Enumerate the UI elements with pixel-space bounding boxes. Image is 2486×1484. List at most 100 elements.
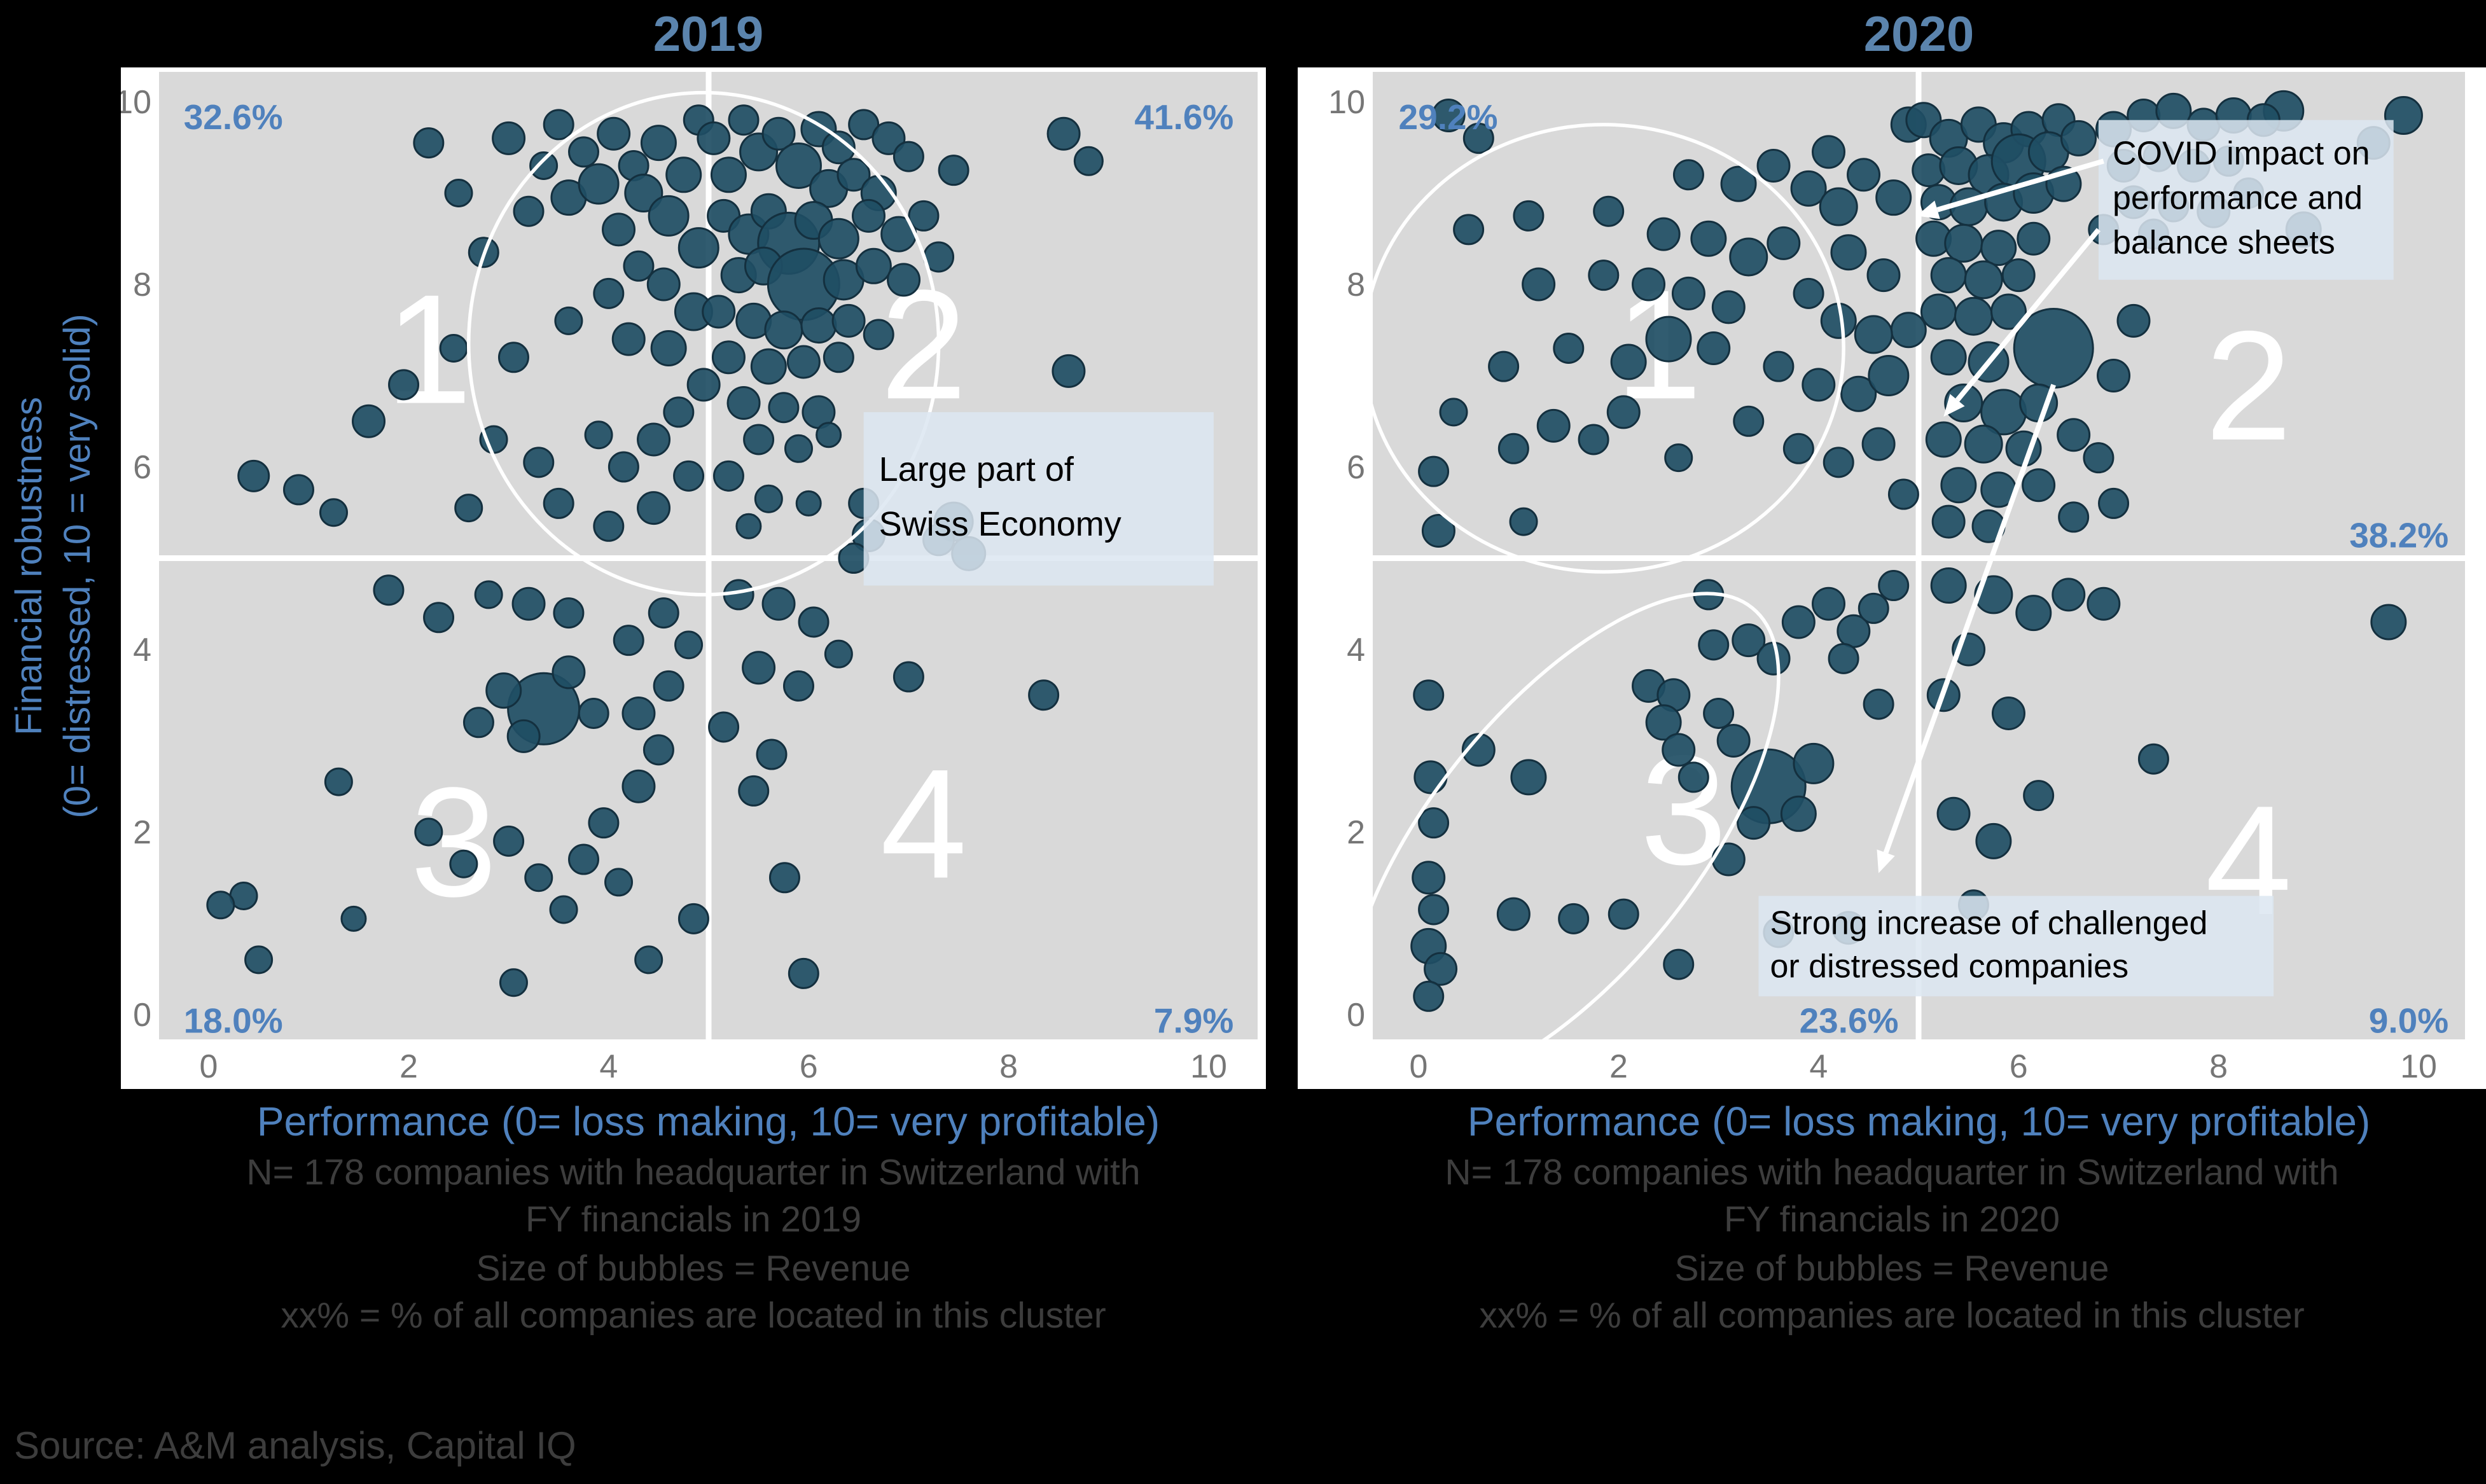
company-bubble <box>624 174 663 212</box>
company-bubble <box>686 368 721 402</box>
company-bubble <box>1732 623 1766 658</box>
company-bubble <box>887 263 921 297</box>
company-bubble <box>319 498 348 527</box>
company-bubble <box>1645 316 1692 363</box>
company-bubble <box>1431 99 1466 133</box>
company-bubble <box>1703 697 1735 729</box>
company-bubble <box>1663 948 1695 980</box>
arrow-head <box>1943 394 1965 417</box>
company-bubble <box>206 891 235 920</box>
company-bubble <box>1954 296 1993 336</box>
company-bubble <box>863 319 894 350</box>
company-bubble <box>602 212 636 247</box>
company-bubble <box>497 342 529 373</box>
company-bubble <box>492 121 526 155</box>
company-bubble <box>712 460 744 492</box>
company-bubble <box>1671 276 1705 310</box>
company-bubble <box>786 345 821 379</box>
company-bubble <box>1756 641 1791 676</box>
company-bubble <box>1793 742 1835 784</box>
company-bubble <box>604 868 634 897</box>
company-bubble <box>2087 586 2121 621</box>
company-bubble <box>764 310 803 350</box>
company-bubble <box>523 447 555 478</box>
company-bubble <box>1509 507 1538 536</box>
company-bubble <box>1861 427 1896 461</box>
annotation-box <box>863 412 1214 586</box>
y-tick-label: 0 <box>1347 997 1365 1034</box>
company-bubble <box>588 807 620 839</box>
company-bubble <box>1930 257 1967 294</box>
company-bubble <box>1920 293 1957 330</box>
company-bubble <box>892 661 924 693</box>
company-bubble <box>821 130 856 165</box>
company-bubble <box>1802 368 1836 402</box>
company-bubble <box>1781 605 1816 639</box>
company-bubble <box>750 348 787 385</box>
caption-2019-line3: Size of bubbles = Revenue <box>476 1248 911 1289</box>
company-bubble <box>1763 350 1795 382</box>
company-bubble <box>454 494 483 523</box>
y-tick-label: 4 <box>1347 632 1365 669</box>
company-bubble <box>1608 898 1639 930</box>
company-bubble <box>710 156 747 193</box>
y-tick-label: 6 <box>1347 449 1365 486</box>
company-bubble <box>1944 223 1983 263</box>
company-bubble <box>1439 398 1468 427</box>
company-bubble <box>499 968 528 997</box>
company-bubble <box>244 945 274 974</box>
company-bubble <box>673 460 705 492</box>
company-bubble <box>2022 468 2056 503</box>
company-bubble <box>1782 433 1814 464</box>
x-tick-label: 0 <box>1410 1048 1428 1085</box>
arrow-line <box>1883 384 2056 854</box>
x-tick-label: 2 <box>399 1048 418 1085</box>
company-bubble <box>1931 504 1966 539</box>
company-bubble <box>677 227 719 269</box>
company-bubble <box>653 670 684 702</box>
y-tick-label: 6 <box>133 449 151 486</box>
company-bubble <box>439 333 468 363</box>
company-bubble <box>761 116 796 151</box>
x-axis-title-2019: Performance (0= loss making, 10= very pr… <box>256 1099 1160 1144</box>
company-bubble <box>543 487 574 519</box>
company-bubble <box>1828 642 1859 674</box>
company-bubble <box>597 116 631 151</box>
company-bubble <box>754 484 783 513</box>
arrow-head <box>1877 849 1895 873</box>
company-bubble <box>1645 704 1682 741</box>
cluster-percentage-label: 29.2% <box>1399 97 1498 137</box>
quadrant-divider-horizontal <box>159 555 1258 561</box>
company-bubble <box>1513 200 1545 232</box>
company-bubble <box>1780 795 1817 832</box>
caption-2019-line2: FY financials in 2019 <box>525 1199 862 1240</box>
company-bubble <box>485 672 522 709</box>
company-bubble <box>1690 220 1727 257</box>
y-tick-label: 2 <box>1347 814 1365 851</box>
company-bubble <box>768 862 800 894</box>
company-bubble <box>831 303 866 338</box>
company-bubble <box>1593 195 1625 227</box>
company-bubble <box>1588 260 1620 291</box>
company-bubble <box>568 136 599 168</box>
company-bubble <box>388 369 420 401</box>
company-bubble <box>816 422 842 448</box>
caption-2019-line1: N= 178 companies with headquarter in Swi… <box>246 1152 1141 1193</box>
company-bubble <box>2052 578 2086 612</box>
company-bubble <box>1462 122 1494 154</box>
y-axis-title: Financial robustness (0= distressed, 10 … <box>5 248 107 884</box>
company-bubble <box>474 580 503 609</box>
annotation-text: Large part of <box>879 450 1074 489</box>
company-bubble <box>1940 467 1977 504</box>
cluster-percentage-label: 41.6% <box>1134 97 1233 137</box>
caption-2020-line3: Size of bubbles = Revenue <box>1674 1248 2109 1289</box>
company-bubble <box>1028 679 1060 711</box>
company-bubble <box>462 707 494 739</box>
y-tick-label: 4 <box>133 632 151 669</box>
company-bubble <box>1767 226 1801 260</box>
x-tick-label: 4 <box>1809 1048 1828 1085</box>
cluster-percentage-label: 38.2% <box>2349 515 2448 555</box>
y-tick-label: 8 <box>1347 267 1365 303</box>
company-bubble <box>871 121 906 155</box>
